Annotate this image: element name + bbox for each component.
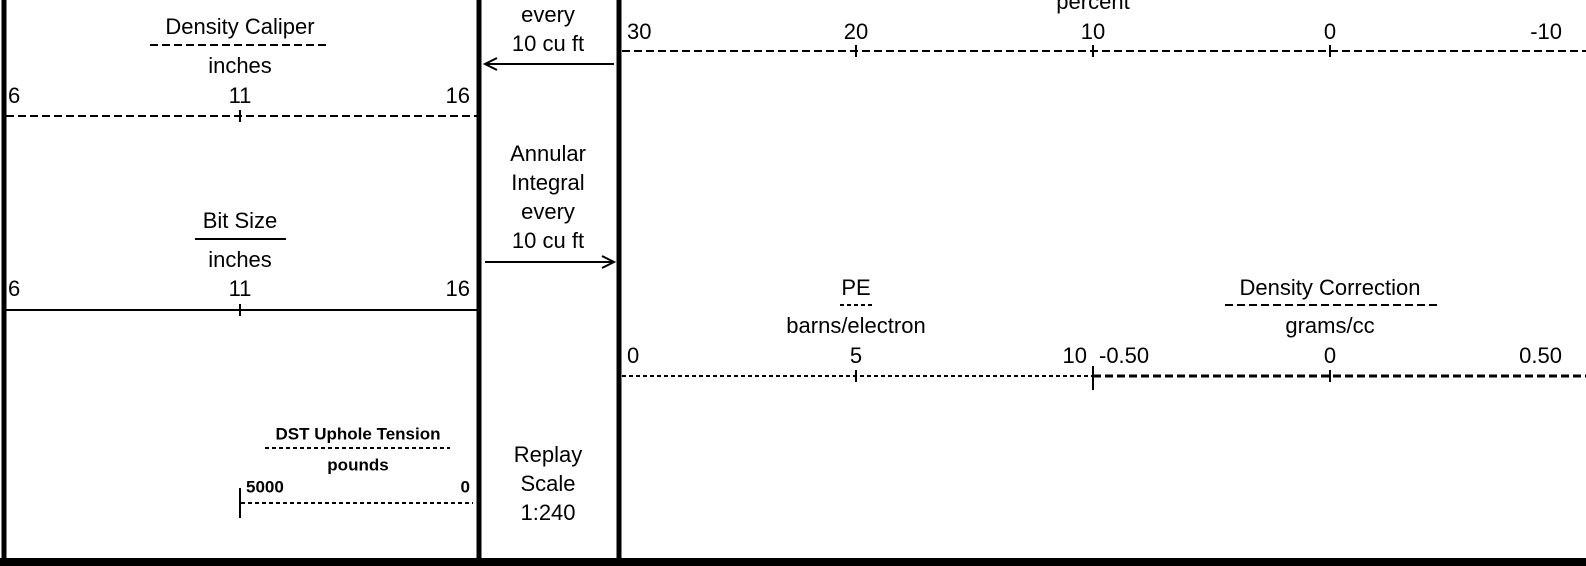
note: 1:240 — [520, 500, 575, 525]
scale-label: 5000 — [246, 477, 284, 496]
note: Replay — [514, 442, 582, 467]
curve-title: Bit Size — [203, 208, 278, 233]
note: every — [521, 199, 575, 224]
curve-unit: barns/electron — [786, 313, 925, 338]
arrow-right — [485, 255, 617, 269]
note: Scale — [520, 471, 575, 496]
arrow-left — [482, 57, 614, 71]
curve-title: Density Correction — [1240, 275, 1421, 300]
scale-label: 10 — [1063, 343, 1087, 368]
curve-unit: inches — [208, 53, 272, 78]
curve-title: Density Caliper — [165, 14, 314, 39]
scale-label: 6 — [8, 83, 20, 108]
scale-label: 11 — [229, 276, 252, 301]
curve-unit: percent — [1056, 0, 1129, 14]
curve-title: DST Uphole Tension — [276, 424, 441, 443]
scale-label: 5 — [850, 343, 862, 368]
scale-label: 11 — [229, 83, 252, 108]
scale-label: 0.50 — [1519, 343, 1562, 368]
scale-label: 30 — [627, 19, 651, 44]
note: Integral — [511, 170, 584, 195]
note: Annular — [510, 141, 586, 166]
scale-label: 20 — [844, 19, 868, 44]
curve-unit: inches — [208, 247, 272, 272]
scale-label: 16 — [446, 83, 470, 108]
scale-label: 16 — [446, 276, 470, 301]
note: every — [521, 2, 575, 27]
scale-label: -10 — [1530, 19, 1562, 44]
note: 10 cu ft — [512, 228, 584, 253]
scale-label: -0.50 — [1099, 343, 1149, 368]
note: 10 cu ft — [512, 31, 584, 56]
scale-label: 10 — [1081, 19, 1105, 44]
scale-label: 0 — [461, 477, 470, 496]
curve-unit: grams/cc — [1285, 313, 1374, 338]
curve-unit: pounds — [327, 455, 388, 474]
scale-label: 0 — [1324, 343, 1336, 368]
curve-title: PE — [841, 275, 870, 300]
scale-label: 6 — [8, 276, 20, 301]
scale-label: 0 — [627, 343, 639, 368]
scale-label: 0 — [1324, 19, 1336, 44]
